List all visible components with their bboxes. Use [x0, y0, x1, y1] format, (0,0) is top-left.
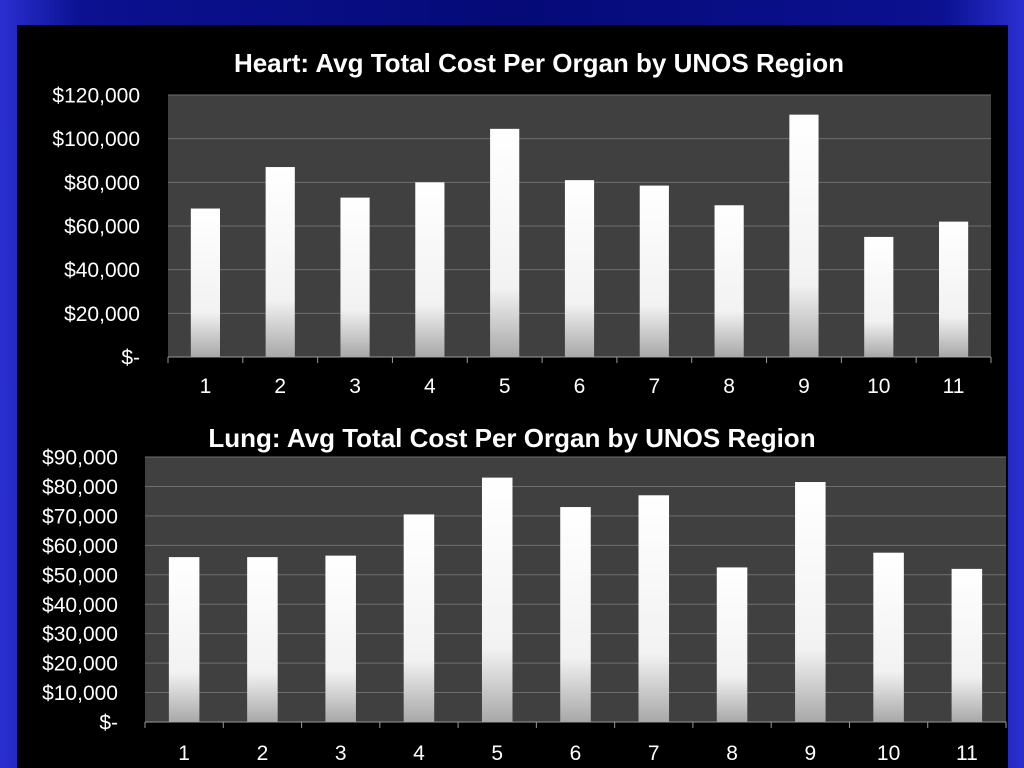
heart-x-tick-label: 7: [648, 375, 660, 398]
lung-bar-region-10: [873, 552, 904, 722]
heart-x-tick-label: 5: [499, 375, 511, 398]
heart-x-tick-label: 9: [798, 375, 810, 398]
lung-x-tick-label: 11: [956, 742, 978, 765]
lung-y-tick-label: $20,000: [42, 653, 118, 676]
heart-x-tick-label: 1: [200, 375, 212, 398]
heart-y-tick-label: $20,000: [64, 303, 140, 326]
heart-bar-region-6: [564, 180, 595, 357]
heart-bar-region-5: [490, 128, 520, 357]
lung-x-tick-label: 10: [877, 742, 900, 765]
heart-y-tick-label: $-: [121, 347, 140, 370]
lung-x-tick-label: 4: [413, 742, 425, 765]
lung-bar-region-5: [481, 477, 513, 722]
heart-x-tick-label: 3: [349, 375, 361, 398]
lung-y-tick-label: $80,000: [42, 476, 118, 499]
heart-bar-region-1: [190, 208, 220, 357]
heart-y-tick-label: $80,000: [64, 172, 140, 195]
heart-x-tick-label: 6: [574, 375, 586, 398]
heart-bar-region-11: [939, 221, 969, 357]
lung-x-tick-label: 3: [335, 742, 347, 765]
lung-bar-region-3: [325, 555, 356, 722]
heart-bar-region-2: [265, 167, 295, 357]
lung-x-axis: 1 2 3 4 5 6 7 8 9 10 11: [144, 722, 1007, 765]
heart-bar-region-9: [789, 114, 819, 358]
heart-bars: [190, 114, 969, 358]
lung-bar-region-7: [638, 495, 670, 722]
lung-y-tick-label: $50,000: [42, 564, 118, 587]
lung-y-tick-label: $90,000: [42, 447, 118, 470]
lung-y-tick-label: $70,000: [42, 505, 118, 528]
heart-x-tick-label: 4: [424, 375, 436, 398]
heart-chart-title: Heart: Avg Total Cost Per Organ by UNOS …: [234, 48, 844, 78]
heart-bar-region-10: [864, 236, 894, 357]
heart-x-axis: 1 2 3 4 5 6 7 8 9 10 11: [167, 357, 992, 398]
heart-bar-region-4: [415, 182, 445, 357]
lung-bar-region-6: [560, 507, 591, 722]
heart-y-tick-label: $120,000: [52, 85, 140, 108]
lung-x-tick-label: 9: [804, 742, 816, 765]
lung-chart: Lung: Avg Total Cost Per Organ by UNOS R…: [42, 423, 1007, 765]
heart-y-tick-label: $60,000: [64, 216, 140, 239]
lung-x-tick-label: 1: [178, 742, 190, 765]
lung-bar-region-11: [951, 568, 983, 722]
lung-y-axis: $- $10,000 $20,000 $30,000 $40,000 $50,000 $60…: [42, 447, 118, 735]
heart-x-tick-label: 8: [723, 375, 735, 398]
lung-bar-region-9: [795, 482, 826, 722]
lung-bar-region-8: [716, 567, 748, 722]
heart-y-tick-label: $100,000: [52, 128, 140, 151]
lung-bar-region-1: [168, 557, 200, 722]
lung-y-tick-label: $10,000: [42, 682, 118, 705]
heart-bar-region-8: [714, 205, 744, 357]
heart-x-tick-label: 10: [867, 375, 890, 398]
lung-x-tick-label: 5: [491, 742, 503, 765]
lung-chart-title: Lung: Avg Total Cost Per Organ by UNOS R…: [208, 423, 815, 453]
heart-bar-region-7: [639, 185, 669, 357]
heart-y-axis: $- $20,000 $40,000 $60,000 $80,000 $100,000 $1…: [52, 85, 140, 370]
lung-y-tick-label: $-: [99, 712, 118, 735]
heart-y-tick-label: $40,000: [64, 259, 140, 282]
lung-y-tick-label: $40,000: [42, 594, 118, 617]
lung-bars: [168, 477, 983, 722]
lung-bar-region-2: [247, 557, 278, 722]
lung-x-tick-label: 7: [648, 742, 660, 765]
heart-x-tick-label: 2: [274, 375, 286, 398]
heart-bar-region-3: [340, 197, 370, 357]
lung-x-tick-label: 8: [726, 742, 738, 765]
heart-x-tick-label: 11: [943, 375, 965, 398]
heart-chart: Heart: Avg Total Cost Per Organ by UNOS …: [52, 48, 992, 398]
lung-y-tick-label: $60,000: [42, 535, 118, 558]
lung-x-tick-label: 6: [570, 742, 582, 765]
lung-bar-region-4: [403, 514, 435, 722]
lung-y-tick-label: $30,000: [42, 623, 118, 646]
lung-x-tick-label: 2: [257, 742, 269, 765]
